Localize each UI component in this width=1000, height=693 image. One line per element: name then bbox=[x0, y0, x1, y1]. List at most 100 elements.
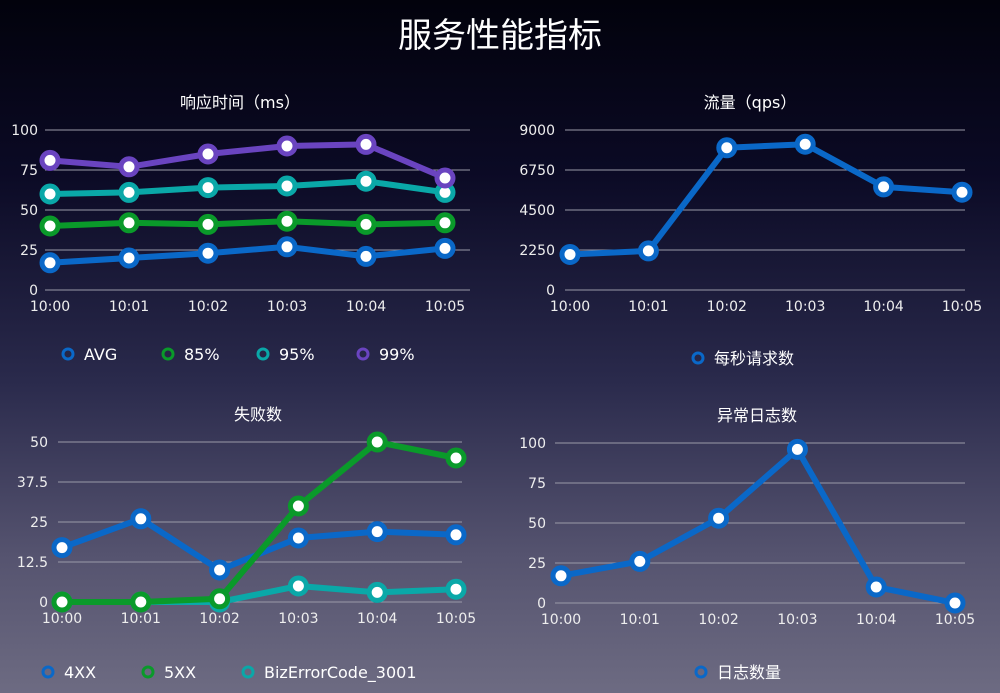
y-tick-label: 0 bbox=[546, 283, 555, 299]
data-point[interactable] bbox=[276, 135, 298, 157]
x-tick-label: 10:00 bbox=[30, 299, 70, 315]
data-point[interactable] bbox=[355, 213, 377, 235]
chart-title: 异常日志数 bbox=[717, 406, 797, 425]
series-日志数量 bbox=[550, 438, 966, 614]
legend-marker-icon bbox=[256, 347, 270, 361]
data-point[interactable] bbox=[276, 210, 298, 232]
legend-item[interactable]: 4XX bbox=[41, 663, 96, 682]
legend-marker-icon bbox=[161, 347, 175, 361]
data-point[interactable] bbox=[209, 588, 231, 610]
data-point[interactable] bbox=[197, 143, 219, 165]
data-point[interactable] bbox=[39, 183, 61, 205]
data-point[interactable] bbox=[629, 550, 651, 572]
data-point[interactable] bbox=[366, 431, 388, 453]
legend-item[interactable]: 日志数量 bbox=[694, 663, 781, 682]
legend-item[interactable]: 99% bbox=[356, 345, 415, 364]
data-point[interactable] bbox=[434, 237, 456, 259]
legend-marker-icon bbox=[241, 665, 255, 679]
chart-title: 失败数 bbox=[234, 405, 282, 424]
data-point[interactable] bbox=[355, 133, 377, 155]
series-line bbox=[560, 446, 956, 606]
legend-label: 日志数量 bbox=[717, 663, 781, 682]
data-point[interactable] bbox=[951, 181, 973, 203]
y-tick-label: 50 bbox=[30, 435, 48, 451]
legend-item[interactable]: 5XX bbox=[141, 663, 196, 682]
data-point[interactable] bbox=[865, 576, 887, 598]
data-point[interactable] bbox=[197, 213, 219, 235]
legend-item[interactable]: AVG bbox=[61, 345, 117, 364]
y-tick-label: 25 bbox=[20, 243, 38, 259]
data-point[interactable] bbox=[39, 252, 61, 274]
legend-label: 95% bbox=[279, 345, 315, 364]
chart-0: 响应时间（ms） 0 25 50 75 100 10:00 10:01 10:02 10:03 10… bbox=[11, 93, 470, 364]
data-point[interactable] bbox=[118, 247, 140, 269]
data-point[interactable] bbox=[130, 508, 152, 530]
data-point[interactable] bbox=[197, 242, 219, 264]
data-point[interactable] bbox=[366, 521, 388, 543]
x-tick-label: 10:04 bbox=[346, 299, 386, 315]
data-point[interactable] bbox=[39, 215, 61, 237]
data-point[interactable] bbox=[287, 527, 309, 549]
x-tick-label: 10:03 bbox=[785, 299, 825, 315]
data-point[interactable] bbox=[287, 575, 309, 597]
y-tick-label: 12.5 bbox=[17, 555, 48, 571]
data-point[interactable] bbox=[51, 591, 73, 613]
legend-item[interactable]: 85% bbox=[161, 345, 220, 364]
legend-item[interactable]: BizErrorCode_3001 bbox=[241, 663, 417, 683]
series-5XX bbox=[51, 431, 467, 613]
y-tick-label: 25 bbox=[528, 556, 546, 572]
data-point[interactable] bbox=[786, 438, 808, 460]
data-point[interactable] bbox=[130, 591, 152, 613]
chart-3: 异常日志数 0 25 50 75 100 10:00 10:01 10:02 10:03 10:04… bbox=[519, 406, 975, 682]
x-tick-label: 10:03 bbox=[278, 611, 318, 627]
data-point[interactable] bbox=[355, 245, 377, 267]
data-point[interactable] bbox=[287, 495, 309, 517]
series-每秒请求数 bbox=[559, 133, 973, 265]
y-tick-label: 2250 bbox=[519, 243, 555, 259]
data-point[interactable] bbox=[118, 156, 140, 178]
x-tick-label: 10:00 bbox=[550, 299, 590, 315]
chart-1: 流量（qps） 0 2250 4500 6750 9000 10:00 10:01 10:02 1… bbox=[519, 93, 982, 368]
data-point[interactable] bbox=[716, 137, 738, 159]
legend-label: BizErrorCode_3001 bbox=[264, 663, 417, 683]
data-point[interactable] bbox=[366, 581, 388, 603]
x-tick-label: 10:04 bbox=[856, 612, 896, 628]
data-point[interactable] bbox=[873, 176, 895, 198]
y-tick-label: 0 bbox=[29, 283, 38, 299]
data-point[interactable] bbox=[550, 565, 572, 587]
series-99% bbox=[39, 133, 456, 189]
data-point[interactable] bbox=[434, 167, 456, 189]
data-point[interactable] bbox=[197, 177, 219, 199]
data-point[interactable] bbox=[355, 170, 377, 192]
data-point[interactable] bbox=[118, 212, 140, 234]
y-tick-label: 50 bbox=[20, 203, 38, 219]
data-point[interactable] bbox=[637, 240, 659, 262]
legend-marker-icon bbox=[694, 665, 708, 679]
data-point[interactable] bbox=[708, 507, 730, 529]
data-point[interactable] bbox=[209, 559, 231, 581]
data-point[interactable] bbox=[445, 524, 467, 546]
series-line bbox=[49, 218, 446, 229]
y-tick-label: 9000 bbox=[519, 123, 555, 139]
data-point[interactable] bbox=[51, 537, 73, 559]
data-point[interactable] bbox=[276, 236, 298, 258]
chart-title: 响应时间（ms） bbox=[180, 93, 300, 112]
data-point[interactable] bbox=[445, 447, 467, 469]
data-point[interactable] bbox=[445, 578, 467, 600]
legend-marker-icon bbox=[141, 665, 155, 679]
data-point[interactable] bbox=[434, 212, 456, 234]
legend-label: 85% bbox=[184, 345, 220, 364]
data-point[interactable] bbox=[39, 149, 61, 171]
data-point[interactable] bbox=[794, 133, 816, 155]
legend-label: 每秒请求数 bbox=[714, 349, 794, 368]
legend-item[interactable]: 每秒请求数 bbox=[691, 349, 794, 368]
data-point[interactable] bbox=[118, 181, 140, 203]
y-tick-label: 37.5 bbox=[17, 475, 48, 491]
legend-item[interactable]: 95% bbox=[256, 345, 315, 364]
data-point[interactable] bbox=[276, 175, 298, 197]
data-point[interactable] bbox=[944, 592, 966, 614]
y-tick-label: 0 bbox=[39, 595, 48, 611]
data-point[interactable] bbox=[559, 243, 581, 265]
x-tick-label: 10:01 bbox=[109, 299, 149, 315]
